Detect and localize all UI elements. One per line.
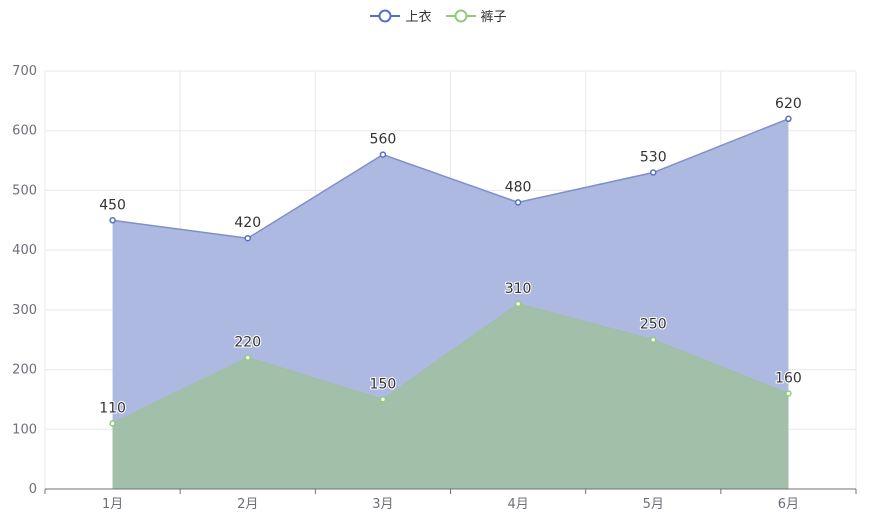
x-tick-label: 1月 xyxy=(102,497,123,512)
y-tick-label: 0 xyxy=(29,482,37,497)
data-point[interactable] xyxy=(379,396,387,403)
data-label: 450 xyxy=(99,197,126,213)
data-point[interactable] xyxy=(109,420,116,427)
y-tick-label: 700 xyxy=(12,64,37,79)
data-label: 220 xyxy=(234,335,261,351)
legend-marker-icon xyxy=(445,9,476,22)
y-tick-label: 200 xyxy=(12,363,37,378)
y-tick-label: 600 xyxy=(12,124,37,139)
x-tick-label: 2月 xyxy=(237,497,258,512)
data-label: 480 xyxy=(505,179,532,195)
series-area-1 xyxy=(112,303,789,489)
legend-item-tops[interactable]: 上衣 xyxy=(370,6,432,25)
data-point[interactable] xyxy=(244,234,251,242)
data-point[interactable] xyxy=(785,390,792,397)
data-label: 530 xyxy=(640,150,667,166)
data-point[interactable] xyxy=(379,151,387,158)
legend-label: 上衣 xyxy=(405,10,432,25)
x-tick-label: 3月 xyxy=(372,497,393,512)
data-label: 250 xyxy=(640,317,667,333)
y-tick-label: 400 xyxy=(12,243,37,258)
x-tick-label: 4月 xyxy=(507,497,528,512)
data-point[interactable] xyxy=(785,115,792,123)
data-label: 420 xyxy=(234,215,261,231)
legend: 上衣 裤子 xyxy=(0,6,877,25)
y-tick-label: 100 xyxy=(12,422,37,437)
data-point[interactable] xyxy=(514,199,522,206)
x-tick-label: 5月 xyxy=(643,497,664,512)
data-point[interactable] xyxy=(244,354,251,361)
series-line-1 xyxy=(112,303,789,424)
data-label: 110 xyxy=(99,400,126,416)
legend-marker-icon xyxy=(370,9,401,22)
y-tick-label: 300 xyxy=(12,303,37,318)
legend-item-pants[interactable]: 裤子 xyxy=(445,6,507,25)
legend-label: 裤子 xyxy=(480,10,507,25)
data-point[interactable] xyxy=(109,217,116,224)
x-tick-label: 6月 xyxy=(778,497,799,512)
data-point[interactable] xyxy=(514,300,522,308)
y-tick-label: 500 xyxy=(12,183,37,198)
data-label: 560 xyxy=(370,132,397,148)
data-point[interactable] xyxy=(650,336,657,343)
data-label: 310 xyxy=(505,281,532,297)
data-label: 160 xyxy=(775,370,802,386)
data-label: 150 xyxy=(370,376,397,392)
data-point[interactable] xyxy=(650,169,657,176)
data-label: 620 xyxy=(775,96,802,112)
series-line-0 xyxy=(112,118,789,239)
